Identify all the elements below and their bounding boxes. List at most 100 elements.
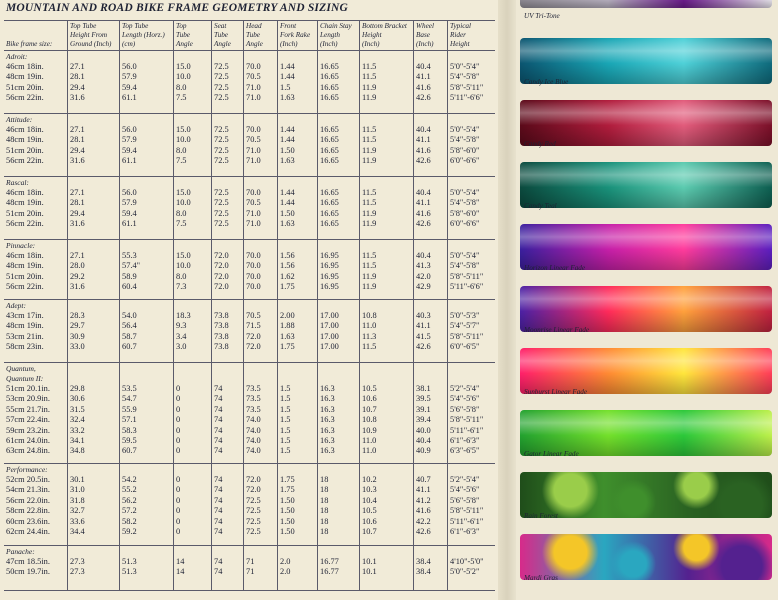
- frame-size: 53cm 21in.: [6, 331, 44, 341]
- ht-angle-value: 71.0: [246, 156, 261, 166]
- frame-size: 51cm 20in.: [6, 271, 44, 281]
- column-divider: [243, 20, 244, 590]
- bb-height-value: 11.5: [362, 125, 377, 134]
- tt-angle-value: 7.5: [176, 93, 187, 103]
- frame-size: 46cm 18in.: [6, 188, 44, 197]
- st-angle-value: 74: [214, 516, 223, 526]
- tt-length-value: 51.3: [122, 567, 137, 577]
- chainstay-value: 16.65: [320, 72, 339, 82]
- frame-size: 48cm 19in.: [6, 321, 44, 331]
- wheelbase-value: 42.6: [416, 219, 431, 229]
- frame-size: 56cm 22in.: [6, 282, 44, 292]
- tt-height-value: 29.4: [70, 82, 85, 92]
- tt-length-value: 57.9: [122, 72, 137, 82]
- tt-height-value: 34.4: [70, 527, 85, 536]
- tt-length-value: 59.4: [122, 145, 137, 155]
- st-angle-value: 72.5: [214, 62, 229, 71]
- bb-height-value: 10.7: [362, 527, 377, 536]
- tt-height-value: 30.1: [70, 475, 85, 484]
- swatch-label: Horizon Linear Fade: [524, 264, 586, 272]
- tt-angle-value: 0: [176, 485, 181, 495]
- wheelbase-value: 40.4: [416, 62, 431, 71]
- row-divider: [4, 239, 495, 240]
- wheelbase-value: 40.9: [416, 446, 431, 456]
- swatch-label: Mardi Gras: [524, 574, 558, 582]
- wheelbase-value: 38.1: [416, 384, 431, 393]
- bb-height-value: 11.0: [362, 436, 377, 445]
- header-chainstay: Chain Stay Length (Inch): [320, 22, 352, 48]
- tt-height-value: 32.7: [70, 506, 85, 516]
- ht-angle-value: 70.0: [246, 188, 261, 197]
- column-divider: [359, 20, 360, 590]
- fork-rake-value: 1.63: [280, 156, 295, 166]
- tt-height-value: 28.0: [70, 261, 85, 271]
- tt-height-value: 31.5: [70, 404, 85, 414]
- bb-height-value: 10.9: [362, 425, 377, 435]
- fork-rake-value: 1.56: [280, 251, 295, 260]
- row-divider: [4, 113, 495, 114]
- tt-angle-value: 7.5: [176, 219, 187, 229]
- wheelbase-value: 41.6: [416, 145, 431, 155]
- tt-height-value: 28.1: [70, 198, 85, 208]
- swatch-label: Candy Ice Blue: [524, 78, 569, 86]
- row-divider: [4, 463, 495, 464]
- tt-length-value: 55.2: [122, 485, 137, 495]
- wheelbase-value: 38.4: [416, 557, 431, 566]
- rider-height-value: 6'3"-6'5": [450, 446, 480, 456]
- st-angle-value: 72.5: [214, 188, 229, 197]
- page-title: MOUNTAIN AND ROAD BIKE FRAME GEOMETRY AN…: [6, 2, 348, 14]
- frame-size: 47cm 18.5in.: [6, 557, 50, 566]
- chainstay-value: 16.95: [320, 251, 339, 260]
- header-tt-length: Top Tube Length (Horz.) (cm): [122, 22, 165, 48]
- tt-height-value: 31.8: [70, 495, 85, 505]
- ht-angle-value: 71.0: [246, 219, 261, 229]
- color-swatch-panel: UV Tri-Tone Candy Ice Blue Candy Red Candy …: [516, 0, 778, 600]
- bb-height-value: 10.6: [362, 516, 377, 526]
- ht-angle-value: 70.0: [246, 125, 261, 134]
- row-divider: [4, 20, 495, 21]
- fork-rake-value: 1.5: [280, 404, 291, 414]
- bb-height-value: 11.5: [362, 62, 377, 71]
- swatch-label: Candy Teal: [524, 202, 557, 210]
- fork-rake-value: 1.44: [280, 125, 295, 134]
- tt-angle-value: 0: [176, 384, 181, 393]
- swatch-sunburst-linear-fade: [520, 348, 772, 394]
- ht-angle-value: 71: [246, 567, 255, 577]
- bb-height-value: 10.5: [362, 384, 377, 393]
- wheelbase-value: 41.6: [416, 506, 431, 516]
- ht-angle-value: 72.0: [246, 475, 261, 484]
- bb-height-value: 10.3: [362, 485, 377, 495]
- rider-height-value: 5'11"-6'6": [450, 93, 484, 103]
- frame-size: 57cm 22.4in.: [6, 415, 50, 425]
- tt-angle-value: 10.0: [176, 72, 191, 82]
- swatch-uv-tri-tone: [520, 0, 772, 8]
- wheelbase-value: 42.2: [416, 516, 431, 526]
- tt-height-value: 30.6: [70, 394, 85, 404]
- tt-height-value: 29.2: [70, 271, 85, 281]
- frame-size: 53cm 20.9in.: [6, 394, 50, 404]
- tt-height-value: 31.6: [70, 156, 85, 166]
- rider-height-value: 5'4"-5'6": [450, 485, 480, 495]
- chainstay-value: 18: [320, 527, 329, 536]
- chainstay-value: 16.95: [320, 261, 339, 271]
- fork-rake-value: 1.44: [280, 72, 295, 82]
- swatch-mardi-gras: [520, 534, 772, 580]
- fork-rake-value: 1.63: [280, 219, 295, 229]
- swatch-horizon-linear-fade: [520, 224, 772, 270]
- st-angle-value: 72.0: [214, 251, 229, 260]
- tt-length-value: 53.5: [122, 384, 137, 393]
- chainstay-value: 16.65: [320, 188, 339, 197]
- rider-height-value: 5'4"-5'7": [450, 321, 480, 331]
- rider-height-value: 5'8"-5'11": [450, 506, 484, 516]
- ht-angle-value: 72.5: [246, 516, 261, 526]
- st-angle-value: 74: [214, 415, 223, 425]
- rider-height-value: 5'2"-5'4": [450, 384, 480, 393]
- tt-angle-value: 3.4: [176, 331, 187, 341]
- chainstay-value: 16.3: [320, 404, 335, 414]
- fork-rake-value: 1.44: [280, 62, 295, 71]
- bb-height-value: 11.9: [362, 93, 377, 103]
- frame-size: 55cm 21.7in.: [6, 404, 50, 414]
- chainstay-value: 16.3: [320, 436, 335, 445]
- chainstay-value: 16.3: [320, 446, 335, 456]
- tt-angle-value: 0: [176, 436, 181, 445]
